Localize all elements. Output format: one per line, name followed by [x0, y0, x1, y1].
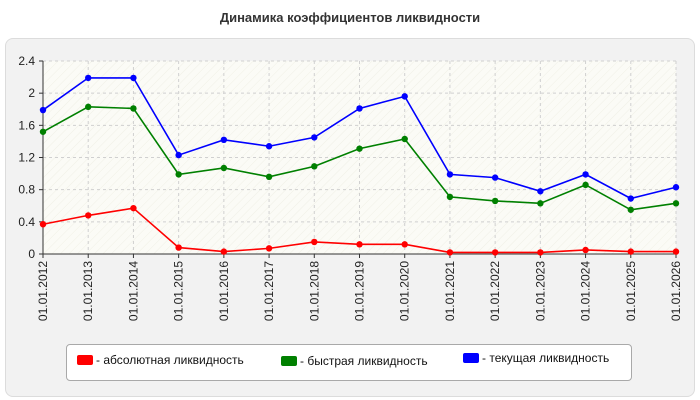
series-point-3: [175, 151, 182, 159]
series-point-2: [356, 145, 363, 152]
x-tick-label: 01.01.2018: [307, 261, 321, 321]
chart-title: Динамика коэффициентов ликвидности: [219, 10, 481, 25]
series-point-3: [130, 74, 137, 82]
series-point-1: [311, 238, 318, 246]
legend-label: - быстрая ликвидность: [300, 354, 428, 368]
series-point-2: [672, 200, 680, 207]
series-point-3: [85, 74, 92, 82]
series-point-1: [220, 248, 228, 255]
x-tick-label: 01.01.2026: [669, 261, 683, 321]
legend-swatch: [463, 353, 479, 363]
x-tick-label: 01.01.2019: [353, 261, 367, 321]
series-point-2: [220, 164, 228, 172]
y-tick-label: 1.2: [18, 151, 35, 165]
series-point-1: [130, 204, 137, 212]
series-point-3: [356, 105, 363, 112]
series-point-2: [265, 173, 273, 180]
x-tick-label: 01.01.2016: [217, 261, 231, 321]
series-point-3: [537, 188, 544, 195]
x-tick-label: 01.01.2022: [488, 261, 502, 321]
y-tick-label: 0.4: [18, 215, 35, 229]
series-point-1: [401, 241, 408, 248]
series-point-2: [85, 103, 92, 111]
x-tick-label: 01.01.2020: [398, 261, 412, 321]
series-point-2: [311, 163, 318, 170]
x-tick-label: 01.01.2013: [81, 261, 95, 321]
legend-item: - текущая ликвидность: [463, 351, 609, 365]
series-point-2: [491, 197, 499, 205]
y-tick-label: 0.8: [18, 183, 35, 197]
series-point-1: [627, 248, 634, 255]
x-tick-label: 01.01.2024: [579, 261, 593, 321]
series-point-2: [130, 105, 137, 112]
y-tick-label: 1.6: [18, 118, 35, 132]
series-point-2: [401, 135, 408, 143]
x-tick-label: 01.01.2021: [443, 261, 457, 321]
series-point-3: [627, 195, 634, 202]
legend-swatch: [281, 356, 297, 366]
series-point-1: [265, 245, 273, 252]
series-point-1: [582, 246, 589, 254]
x-tick-label: 01.01.2025: [624, 261, 638, 321]
series-point-1: [537, 249, 544, 256]
series-point-1: [672, 248, 680, 255]
x-tick-label: 01.01.2014: [126, 261, 140, 321]
series-point-1: [175, 244, 182, 251]
series-point-1: [491, 249, 499, 256]
y-tick-label: 2: [28, 86, 35, 100]
y-tick-label: 0: [28, 247, 35, 261]
series-point-2: [446, 193, 454, 201]
series-point-2: [627, 206, 634, 213]
legend-swatch: [77, 355, 93, 365]
series-point-3: [582, 171, 589, 178]
series-point-3: [311, 134, 318, 141]
series-point-1: [85, 212, 92, 219]
series-point-2: [537, 200, 544, 207]
legend-item: - абсолютная ликвидность: [77, 353, 244, 367]
series-point-1: [446, 249, 454, 256]
chart-legend: - абсолютная ликвидность - быстрая ликвид…: [66, 344, 632, 381]
series-point-3: [265, 143, 273, 150]
series-point-3: [401, 93, 408, 100]
legend-label: - текущая ликвидность: [482, 351, 610, 365]
x-tick-label: 01.01.2012: [36, 261, 50, 321]
series-point-1: [39, 221, 47, 228]
series-point-3: [672, 184, 680, 191]
series-point-2: [39, 128, 47, 135]
legend-item: - быстрая ликвидность: [281, 354, 428, 368]
series-point-3: [39, 106, 47, 114]
series-point-2: [582, 181, 589, 189]
series-point-3: [220, 136, 228, 144]
series-point-3: [446, 171, 454, 178]
x-tick-label: 01.01.2015: [172, 261, 186, 321]
x-tick-label: 01.01.2017: [262, 261, 276, 321]
x-tick-label: 01.01.2023: [533, 261, 547, 321]
series-point-1: [356, 241, 363, 248]
y-tick-label: 2.4: [18, 54, 35, 68]
series-point-3: [491, 174, 499, 181]
legend-label: - абсолютная ликвидность: [96, 353, 244, 367]
series-point-2: [175, 171, 182, 178]
